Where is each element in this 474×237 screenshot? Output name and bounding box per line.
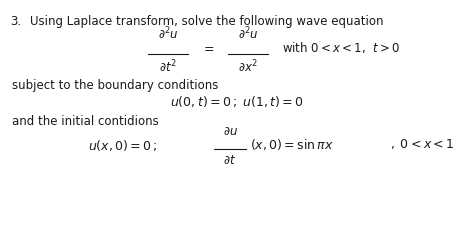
Text: $u(0,t) = 0\,;\; u(1,t) = 0$: $u(0,t) = 0\,;\; u(1,t) = 0$	[170, 94, 304, 109]
Text: subject to the boundary conditions: subject to the boundary conditions	[12, 79, 219, 92]
Text: $\partial t^2$: $\partial t^2$	[159, 59, 177, 76]
Text: Using Laplace transform, solve the following wave equation: Using Laplace transform, solve the follo…	[30, 15, 383, 28]
Text: $u(x,0) = 0\,;$: $u(x,0) = 0\,;$	[89, 138, 158, 153]
Text: $\partial^2 u$: $\partial^2 u$	[237, 25, 258, 42]
Text: $(x,0) = \sin \pi x$: $(x,0) = \sin \pi x$	[250, 137, 334, 151]
Text: $\partial u$: $\partial u$	[222, 125, 237, 138]
Text: $=$: $=$	[201, 41, 215, 54]
Text: $,\;0 < x < 1$: $,\;0 < x < 1$	[390, 137, 455, 151]
Text: and the initial contidions: and the initial contidions	[12, 115, 159, 128]
Text: $\partial t$: $\partial t$	[223, 154, 237, 167]
Text: with $0 < x < 1$,  $t > 0$: with $0 < x < 1$, $t > 0$	[282, 40, 400, 55]
Text: $\partial x^2$: $\partial x^2$	[238, 59, 258, 76]
Text: $\partial^2 u$: $\partial^2 u$	[158, 25, 178, 42]
Text: 3.: 3.	[10, 15, 21, 28]
